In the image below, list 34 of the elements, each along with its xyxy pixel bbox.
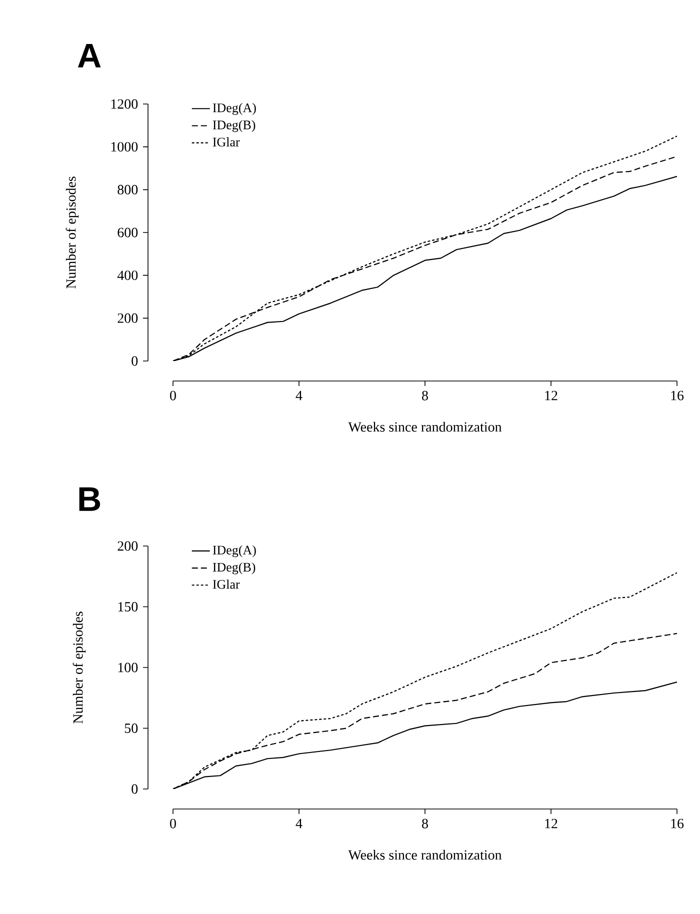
- x-tick-label: 0: [170, 390, 176, 400]
- y-tick-label: 200: [118, 313, 138, 323]
- x-tick-label: 8: [422, 818, 428, 828]
- x-axis-title: Weeks since randomization: [348, 850, 502, 860]
- x-tick-label: 12: [545, 818, 558, 828]
- legend-label: IDeg(B): [212, 120, 256, 132]
- y-tick-label: 600: [118, 228, 138, 238]
- x-tick-label: 16: [671, 390, 684, 400]
- y-tick-label: 0: [132, 784, 138, 794]
- x-tick-label: 16: [671, 818, 684, 828]
- x-tick-label: 0: [170, 818, 176, 828]
- chart-title: A: [78, 44, 101, 68]
- y-tick-label: 400: [117, 270, 138, 280]
- y-tick-label: 1000: [111, 142, 138, 152]
- legend-label: IGlar: [212, 137, 240, 146]
- x-tick-label: 4: [296, 818, 302, 828]
- legend-label: IDeg(B): [212, 562, 256, 574]
- x-tick-label: 8: [422, 390, 428, 400]
- y-tick-label: 800: [118, 184, 138, 194]
- y-tick-label: 0: [132, 356, 138, 366]
- x-tick-label: 12: [545, 390, 558, 400]
- chart-title: B: [79, 487, 100, 511]
- y-tick-label: 200: [118, 541, 138, 551]
- y-axis-title: Number of episodes: [72, 612, 86, 724]
- y-tick-label: 150: [118, 602, 138, 612]
- x-axis-title: Weeks since randomization: [348, 422, 502, 432]
- y-tick-label: 1200: [111, 99, 138, 109]
- y-axis-title: Number of episodes: [66, 176, 79, 288]
- y-tick-label: 100: [118, 662, 138, 672]
- legend-label: IDeg(A): [212, 545, 256, 558]
- x-tick-label: 4: [296, 390, 302, 400]
- legend-label: IDeg(A): [212, 103, 256, 115]
- legend-label: IGlar: [212, 580, 240, 589]
- y-tick-label: 50: [124, 724, 138, 733]
